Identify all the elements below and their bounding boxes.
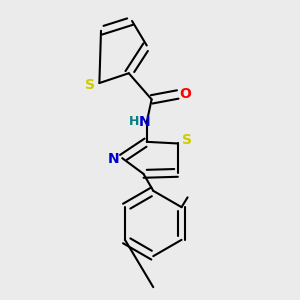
Text: S: S: [85, 78, 95, 92]
Text: O: O: [179, 87, 191, 101]
Text: N: N: [138, 115, 150, 129]
Text: S: S: [182, 133, 192, 147]
Text: N: N: [107, 152, 119, 166]
Text: H: H: [129, 115, 140, 128]
